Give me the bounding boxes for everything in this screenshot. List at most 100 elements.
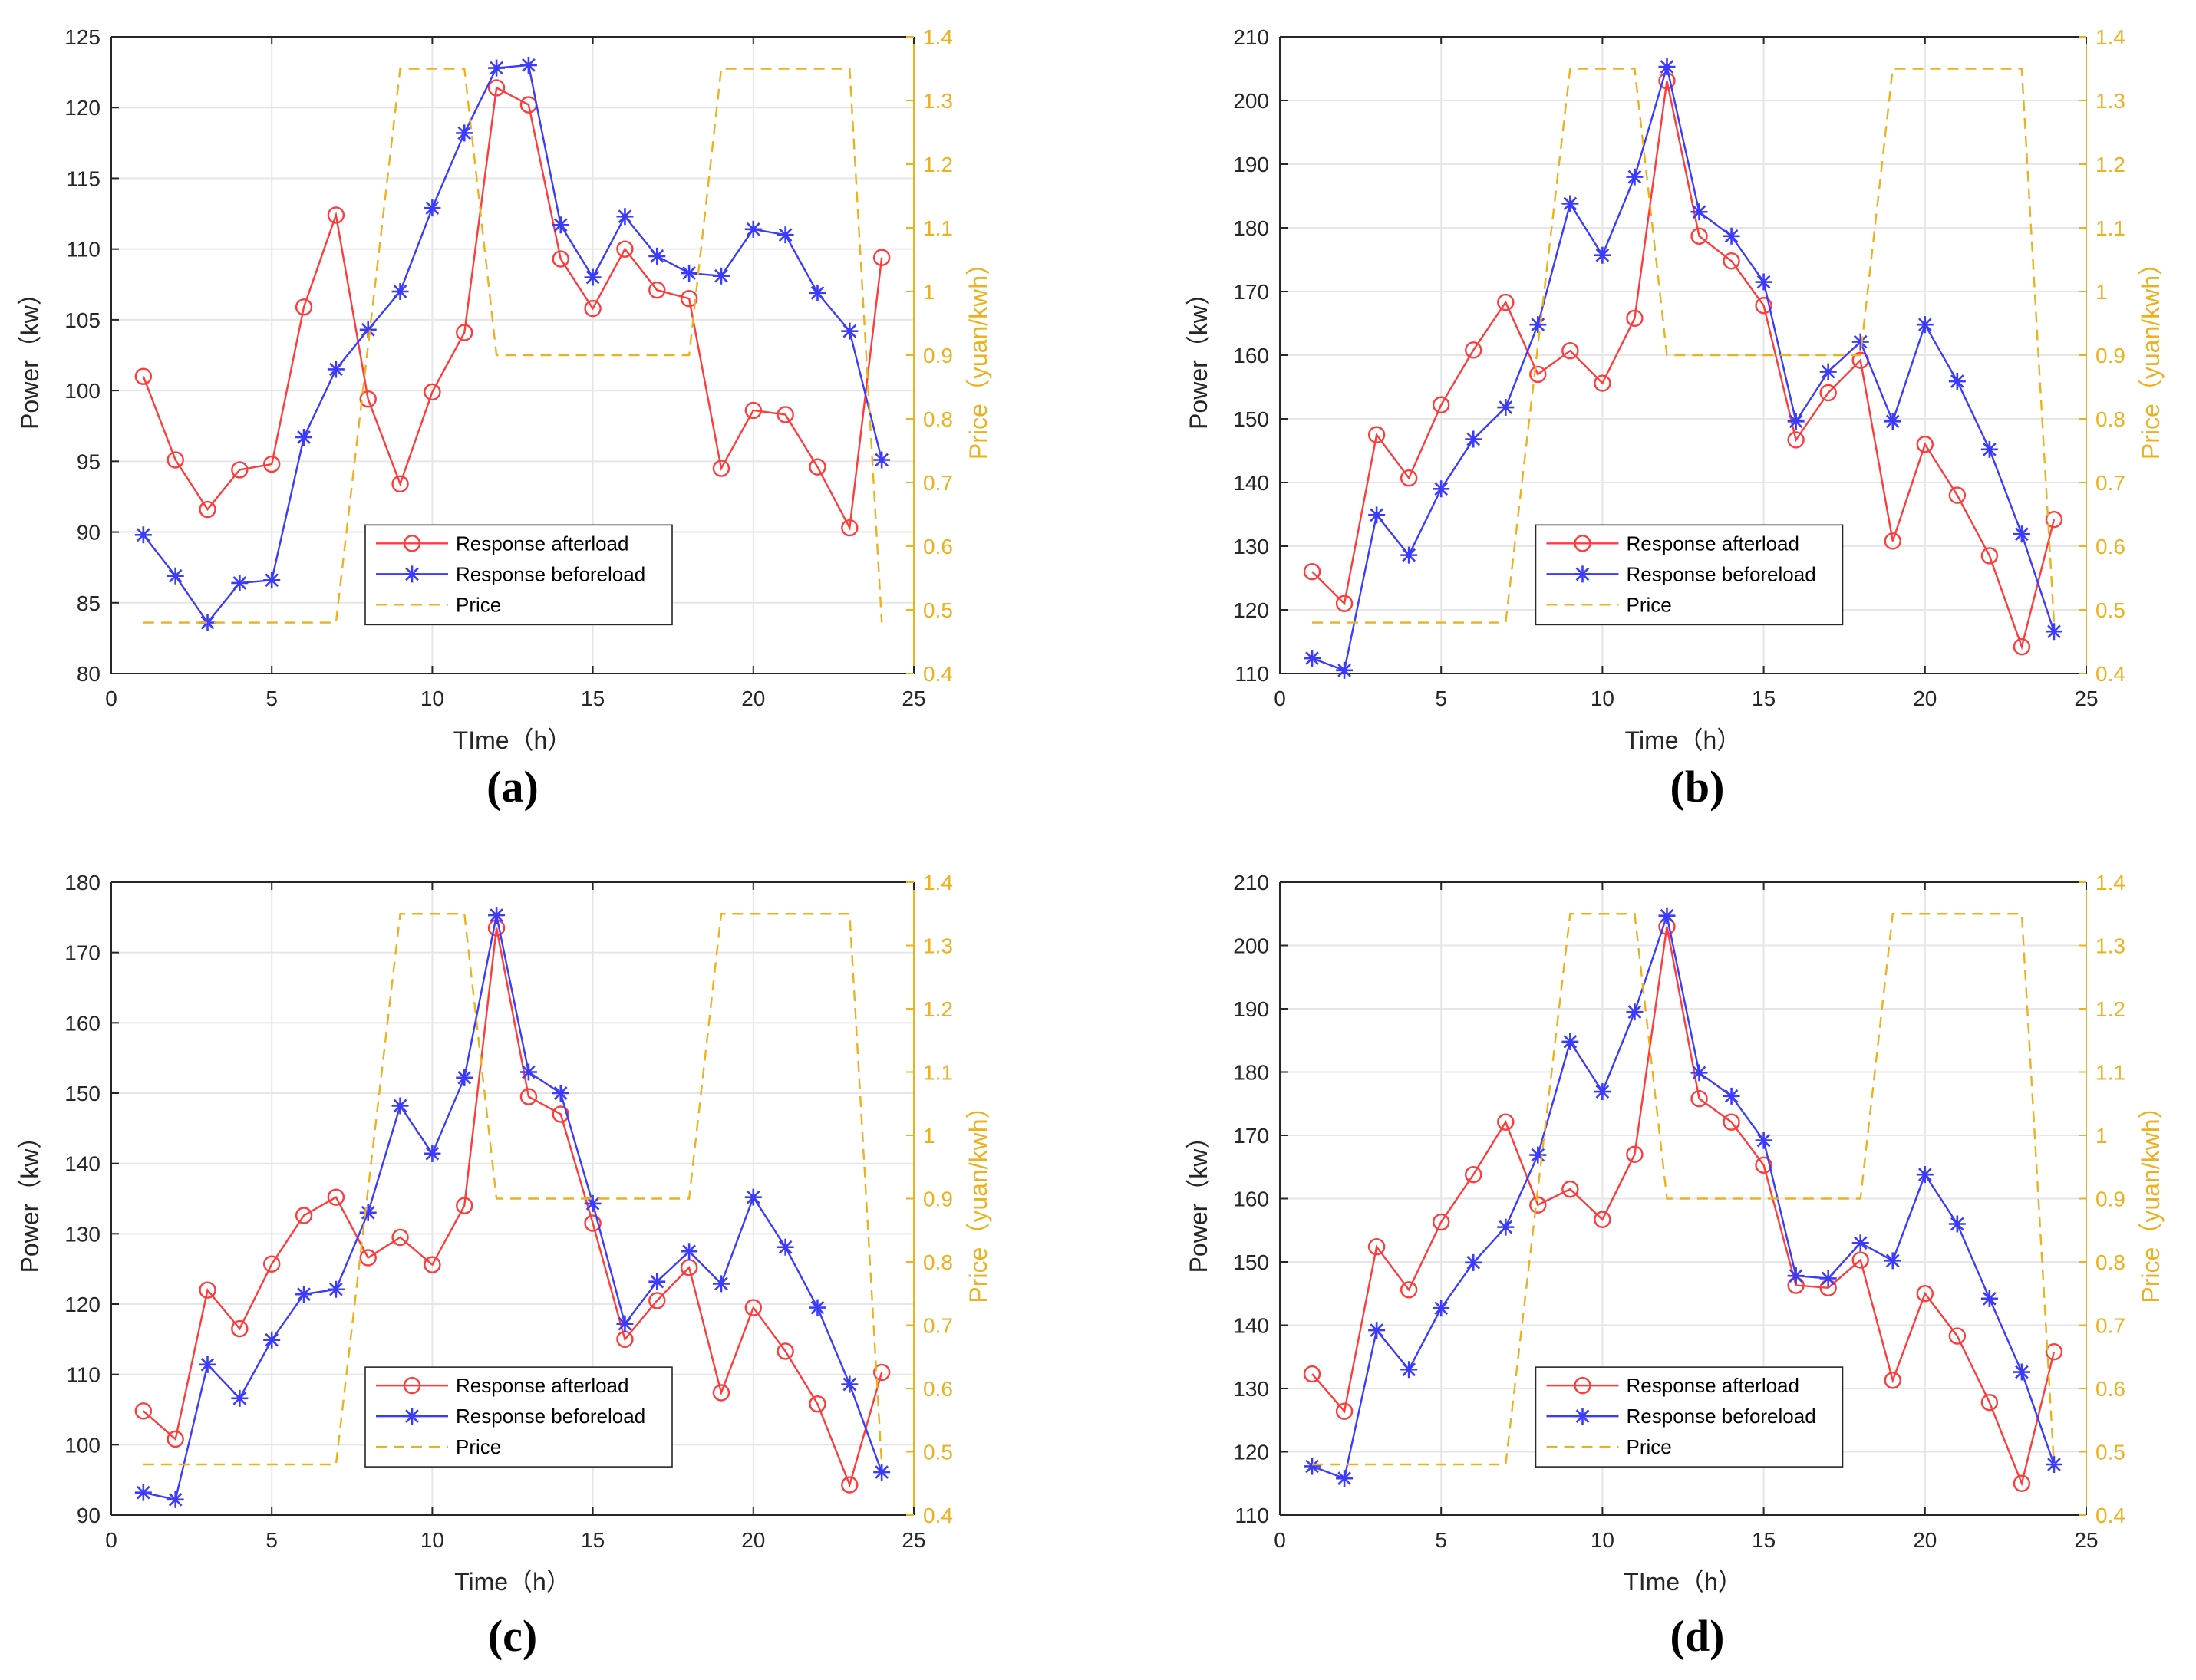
y2-tick-label: 0.8 xyxy=(923,407,953,431)
afterload-point xyxy=(1465,1165,1482,1184)
beforeload-point xyxy=(841,322,859,340)
y2-tick-label: 0.4 xyxy=(2095,1504,2125,1527)
afterload-point xyxy=(872,249,891,266)
afterload-point xyxy=(1948,1327,1967,1345)
y2-tick-label: 1.1 xyxy=(2095,216,2125,240)
afterload-point xyxy=(167,451,184,469)
beforeload-point xyxy=(744,220,762,238)
afterload-point xyxy=(487,79,506,97)
beforeload-point xyxy=(327,1280,345,1298)
beforeload-point xyxy=(1948,373,1966,390)
afterload-point xyxy=(1948,486,1967,504)
afterload-point xyxy=(2045,1342,2063,1361)
beforeload-point xyxy=(391,283,409,300)
afterload-point xyxy=(584,1214,602,1232)
y2-tick-label: 0.9 xyxy=(2095,1188,2125,1211)
legend: Response afterload Response beforeload Pri… xyxy=(1535,1366,1844,1468)
afterload-point xyxy=(1335,595,1354,612)
afterload-point xyxy=(1626,309,1644,328)
legend-entry: Response beforeload xyxy=(1627,562,1816,585)
y-tick-label: 110 xyxy=(1235,1504,1269,1527)
afterload-point xyxy=(167,1430,184,1448)
beforeload-point xyxy=(873,451,891,469)
beforeload-point xyxy=(1980,1290,1998,1307)
y-axis-label: Power（kw） xyxy=(1185,281,1212,430)
beforeload-point xyxy=(1787,413,1805,430)
beforeload-point xyxy=(1884,413,1901,430)
beforeload-point xyxy=(1755,273,1772,291)
series-response-beforeload xyxy=(134,56,891,631)
y2-tick-label: 1.2 xyxy=(923,997,953,1021)
afterload-line xyxy=(143,927,883,1488)
beforeload-point xyxy=(1916,316,1934,334)
beforeload-point xyxy=(1690,1064,1708,1082)
y2-tick-label: 1.1 xyxy=(923,216,953,240)
y-tick-label: 180 xyxy=(1233,216,1269,240)
beforeload-point xyxy=(1594,1083,1611,1101)
beforeload-point xyxy=(231,574,249,591)
x-axis-label: Time（h） xyxy=(454,1568,571,1596)
series-response-beforeload xyxy=(134,907,891,1508)
afterload-point xyxy=(1916,436,1934,453)
afterload-point xyxy=(2045,510,2063,529)
x-tick-label: 10 xyxy=(420,687,444,710)
x-tick-label: 0 xyxy=(1274,687,1286,710)
y2-tick-label: 0.5 xyxy=(923,1441,953,1464)
afterload-point xyxy=(777,1342,794,1360)
beforeload-point xyxy=(295,1286,313,1303)
beforeload-point xyxy=(456,124,473,142)
beforeload-point xyxy=(1690,203,1708,221)
beforeload-point xyxy=(1658,907,1676,924)
x-axis-label: TIme（h） xyxy=(453,726,572,754)
beforeload-point xyxy=(1819,363,1837,380)
beforeload-line xyxy=(1311,912,2056,1480)
x-tick-label: 15 xyxy=(1752,687,1776,710)
afterload-point xyxy=(295,298,313,316)
y-axis-label: Power（kw） xyxy=(16,281,44,430)
y2-tick-label: 0.4 xyxy=(2095,662,2125,686)
beforeload-line xyxy=(143,914,883,1501)
afterload-point xyxy=(1529,1196,1547,1214)
y2-tick-label: 0.8 xyxy=(2095,407,2125,431)
y2-tick-label: 1.4 xyxy=(923,25,953,49)
beforeload-point xyxy=(552,1085,569,1102)
y2-tick-label: 1.2 xyxy=(2095,997,2125,1021)
legend-entry: Price xyxy=(456,593,501,616)
y2-tick-label: 1.1 xyxy=(2095,1061,2125,1085)
beforeload-point xyxy=(359,1204,377,1221)
afterload-point xyxy=(1626,1145,1644,1163)
y2-axis-label: Price（yuan/kwh） xyxy=(2137,1094,2165,1303)
y-tick-label: 190 xyxy=(1233,997,1269,1021)
afterload-point xyxy=(1819,384,1837,402)
y2-axis-label: Price（yuan/kwh） xyxy=(964,251,992,460)
beforeload-point xyxy=(134,1484,152,1501)
series-response-afterload xyxy=(134,79,891,537)
chart-panel-d: 0 5 10 15 20 25 110 120 130 140 150 160 170 180 190 200… xyxy=(1185,871,2165,1596)
legend-entry: Response beforeload xyxy=(456,562,645,585)
beforeload-point xyxy=(199,1356,216,1373)
beforeload-point xyxy=(648,247,666,265)
beforeload-point xyxy=(2013,1363,2030,1381)
y-axis-label: Power（kw） xyxy=(1185,1125,1212,1273)
panel-caption: (c) xyxy=(488,1611,537,1661)
beforeload-point xyxy=(1465,430,1482,448)
x-axis-label: TIme（h） xyxy=(1624,1568,1743,1596)
afterload-point xyxy=(263,1255,281,1273)
y2-axis-label: Price（yuan/kwh） xyxy=(2137,251,2165,460)
legend-circle-marker xyxy=(403,1376,421,1395)
series-response-afterload xyxy=(1303,72,2063,656)
x-tick-label: 25 xyxy=(902,687,925,710)
y-tick-label: 120 xyxy=(64,96,101,120)
y-tick-label: 95 xyxy=(77,450,101,473)
beforeload-point xyxy=(1626,168,1644,186)
beforeload-point xyxy=(1626,1003,1644,1021)
y-tick-label: 140 xyxy=(1233,471,1269,495)
beforeload-point xyxy=(424,1145,441,1162)
x-tick-label: 10 xyxy=(420,1528,444,1552)
y2-tick-label: 1.3 xyxy=(2095,89,2125,113)
y-tick-label: 200 xyxy=(1233,934,1269,958)
afterload-point xyxy=(1594,374,1611,392)
y-tick-label: 110 xyxy=(1235,662,1269,686)
y-tick-label: 120 xyxy=(64,1293,101,1316)
legend-entry: Response afterload xyxy=(456,532,628,555)
